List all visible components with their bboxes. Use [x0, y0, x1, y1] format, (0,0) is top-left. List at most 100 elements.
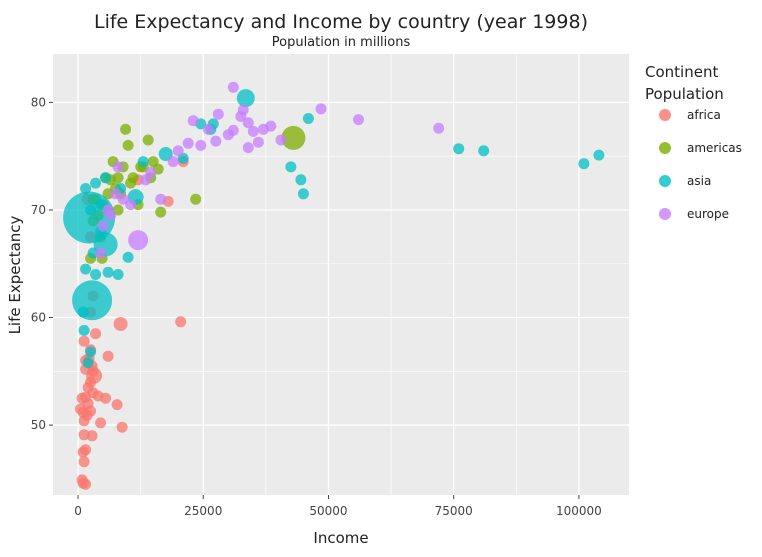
data-point-europe: [242, 142, 254, 154]
data-point-asia: [236, 89, 255, 108]
data-point-europe: [227, 81, 239, 93]
data-point-europe: [315, 103, 327, 115]
x-axis-title: Income: [313, 529, 368, 547]
x-tick-label: 100000: [556, 504, 602, 518]
y-axis-title: Life Expectancy: [6, 215, 24, 334]
data-point-europe: [95, 247, 107, 259]
data-point-africa: [78, 429, 90, 441]
grid-lines: [53, 54, 629, 495]
x-axis-ticks: 0 25000 50000 75000 100000: [74, 495, 602, 518]
data-point-europe: [202, 123, 214, 135]
legend-key-asia: [659, 175, 671, 187]
data-point-asia: [453, 143, 465, 155]
data-point-asia: [112, 269, 124, 280]
data-point-africa: [78, 456, 90, 468]
data-point-africa: [116, 421, 128, 433]
data-point-asia: [85, 204, 97, 216]
data-points: [63, 81, 605, 490]
data-point-asia: [158, 147, 173, 161]
data-point-asia: [80, 183, 92, 194]
data-point-asia: [78, 324, 90, 336]
x-tick-label: 75000: [435, 504, 473, 518]
data-point-americas: [155, 206, 167, 218]
data-point-europe: [155, 193, 167, 205]
data-point-europe: [242, 117, 254, 129]
legend-title-line-2: Population: [645, 85, 724, 103]
data-point-asia: [295, 174, 307, 186]
y-tick-label: 70: [31, 203, 46, 217]
data-point-africa: [113, 317, 128, 331]
data-point-europe: [195, 139, 207, 151]
data-point-asia: [122, 251, 134, 263]
data-point-europe: [145, 166, 157, 178]
x-tick-label: 0: [74, 504, 82, 518]
data-point-asia: [82, 357, 94, 369]
data-point-americas: [120, 123, 132, 135]
data-point-europe: [353, 114, 364, 126]
data-point-asia: [85, 346, 97, 358]
data-point-asia: [285, 161, 297, 173]
data-point-asia: [593, 149, 605, 161]
data-point-asia: [100, 172, 112, 184]
legend-label-asia: asia: [687, 174, 711, 188]
y-tick-label: 50: [31, 418, 46, 432]
data-point-europe: [97, 220, 109, 232]
data-point-americas: [125, 177, 137, 189]
chart-title: Life Expectancy and Income by country (y…: [94, 11, 588, 33]
y-tick-label: 60: [31, 311, 46, 325]
legend-label-europe: europe: [687, 207, 729, 221]
data-point-asia: [302, 113, 314, 124]
y-axis-ticks: 50 60 70 80: [31, 95, 53, 432]
data-point-asia: [137, 156, 149, 168]
data-point-europe: [210, 135, 222, 147]
data-point-asia: [578, 158, 590, 170]
data-point-europe: [212, 108, 224, 120]
data-point-asia: [478, 145, 490, 157]
data-point-asia: [80, 263, 92, 275]
y-tick-label: 80: [31, 95, 46, 109]
legend-title-line-1: Continent: [645, 63, 718, 81]
data-point-africa: [78, 335, 90, 347]
data-point-africa: [111, 399, 123, 411]
data-point-americas: [190, 193, 202, 205]
data-point-africa: [100, 392, 112, 404]
data-point-americas: [142, 134, 154, 146]
legend: Continent Population africa americas asia e…: [645, 63, 742, 221]
legend-label-americas: americas: [687, 141, 742, 155]
data-point-asia: [297, 188, 309, 200]
data-point-africa: [80, 444, 92, 456]
data-point-asia: [102, 266, 114, 278]
data-point-asia: [77, 306, 89, 318]
legend-key-africa: [659, 109, 671, 121]
data-point-africa: [175, 316, 187, 328]
data-point-africa: [95, 417, 107, 429]
legend-key-americas: [659, 142, 671, 154]
plot-panel: [53, 54, 629, 495]
x-tick-label: 50000: [309, 504, 347, 518]
data-point-europe: [237, 104, 249, 116]
data-point-europe: [125, 199, 137, 211]
x-tick-label: 25000: [184, 504, 222, 518]
data-point-africa: [76, 474, 88, 486]
data-point-europe: [227, 124, 239, 136]
data-point-europe: [128, 230, 149, 251]
data-point-europe: [112, 161, 124, 173]
data-point-europe: [172, 145, 184, 157]
data-point-asia: [90, 177, 102, 189]
legend-entries: africa americas asia europe: [659, 108, 742, 221]
data-point-europe: [167, 156, 179, 168]
data-point-americas: [122, 139, 134, 151]
data-point-africa: [102, 350, 114, 362]
data-point-europe: [275, 134, 287, 146]
data-point-europe: [265, 120, 277, 132]
data-point-europe: [182, 137, 194, 149]
legend-label-africa: africa: [687, 108, 721, 122]
data-point-europe: [252, 136, 264, 148]
data-point-europe: [187, 115, 199, 127]
chart-subtitle: Population in millions: [272, 35, 411, 50]
data-point-americas: [281, 125, 306, 150]
data-point-europe: [247, 125, 259, 137]
data-point-europe: [433, 122, 445, 134]
data-point-africa: [90, 328, 102, 340]
